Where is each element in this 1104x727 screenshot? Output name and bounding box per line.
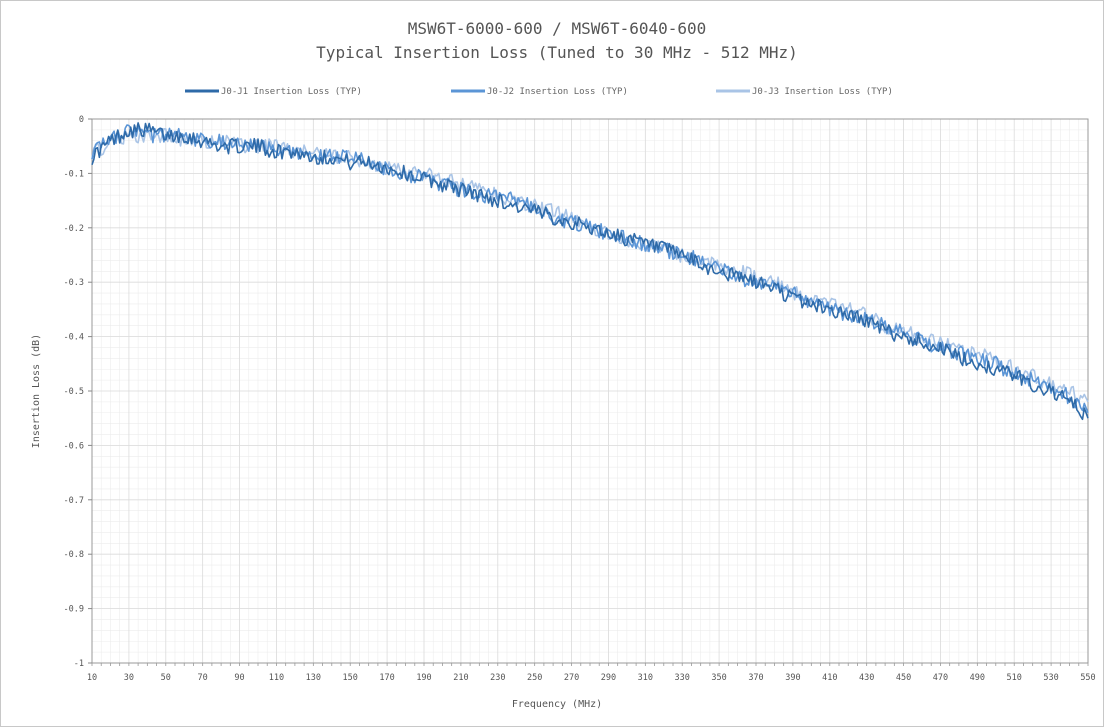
x-axis-label: Frequency (MHz) — [512, 699, 602, 710]
y-tick-label: -0.7 — [64, 496, 84, 506]
chart-subtitle: Typical Insertion Loss (Tuned to 30 MHz … — [316, 43, 798, 62]
x-tick-label: 390 — [785, 673, 800, 683]
y-tick-label: -0.6 — [64, 441, 84, 451]
x-tick-label: 450 — [896, 673, 911, 683]
y-tick-label: -0.1 — [64, 169, 84, 179]
legend-label-j0-j1: J0-J1 Insertion Loss (TYP) — [221, 87, 362, 97]
x-axis: 10 30 50 70 90 110 130 150 170 190 210 230 250 270 290… — [87, 663, 1096, 683]
x-tick-label: 70 — [198, 673, 208, 683]
x-tick-label: 410 — [822, 673, 837, 683]
x-tick-label: 170 — [379, 673, 394, 683]
x-tick-label: 290 — [601, 673, 616, 683]
x-tick-label: 250 — [527, 673, 542, 683]
y-tick-label: -0.4 — [64, 333, 84, 343]
x-tick-label: 310 — [638, 673, 653, 683]
series-line-2 — [91, 124, 1089, 414]
x-tick-label: 130 — [306, 673, 321, 683]
x-tick-label: 350 — [711, 673, 726, 683]
series-line-1 — [91, 122, 1089, 421]
y-tick-label: -0.8 — [64, 550, 84, 560]
x-tick-label: 110 — [269, 673, 284, 683]
x-tick-label: 90 — [234, 673, 244, 683]
y-tick-label: -0.3 — [64, 278, 84, 288]
legend-label-j0-j3: J0-J3 Insertion Loss (TYP) — [752, 87, 893, 97]
x-tick-label: 510 — [1007, 673, 1022, 683]
y-tick-label: 0 — [79, 115, 84, 125]
chart-title: MSW6T-6000-600 / MSW6T-6040-600 — [408, 19, 707, 38]
y-tick-label: -0.2 — [64, 224, 84, 234]
x-tick-label: 430 — [859, 673, 874, 683]
x-tick-label: 50 — [161, 673, 171, 683]
x-tick-label: 10 — [87, 673, 97, 683]
x-tick-label: 150 — [343, 673, 358, 683]
x-tick-label: 230 — [490, 673, 505, 683]
x-tick-label: 370 — [748, 673, 763, 683]
y-axis: 0 -0.1 -0.2 -0.3 -0.4 -0.5 -0.6 -0.7 -0.8 -0.9 -1 — [64, 115, 92, 669]
x-tick-label: 210 — [453, 673, 468, 683]
x-tick-label: 490 — [970, 673, 985, 683]
x-tick-label: 530 — [1043, 673, 1058, 683]
y-axis-label: Insertion Loss (dB) — [31, 334, 42, 448]
x-tick-label: 270 — [564, 673, 579, 683]
x-tick-label: 550 — [1080, 673, 1095, 683]
legend-label-j0-j2: J0-J2 Insertion Loss (TYP) — [487, 87, 628, 97]
series-layer — [91, 122, 1089, 421]
x-tick-label: 30 — [124, 673, 134, 683]
x-tick-label: 190 — [416, 673, 431, 683]
legend: J0-J1 Insertion Loss (TYP) J0-J2 Inserti… — [185, 87, 893, 97]
y-tick-label: -1 — [74, 659, 84, 669]
x-tick-label: 330 — [675, 673, 690, 683]
y-tick-label: -0.5 — [64, 387, 84, 397]
y-tick-label: -0.9 — [64, 605, 84, 615]
x-tick-label: 470 — [933, 673, 948, 683]
